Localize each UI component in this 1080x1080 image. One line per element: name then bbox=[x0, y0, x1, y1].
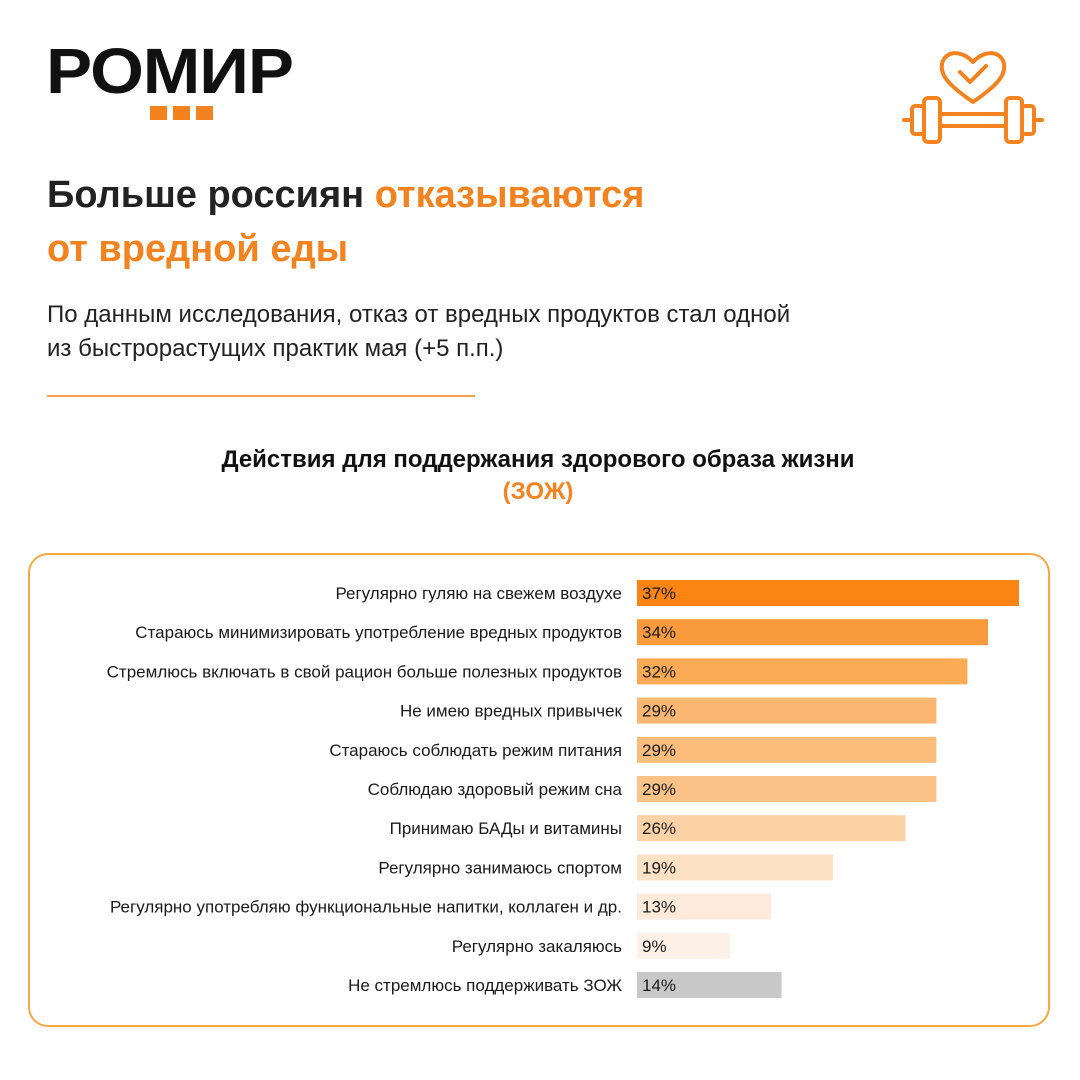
category-label-8: Регулярно занимаюсь спортом bbox=[378, 858, 622, 877]
chart-frame bbox=[28, 553, 1050, 1027]
subtitle: По данным исследования, отказ от вредных… bbox=[47, 298, 907, 366]
bar-7 bbox=[637, 815, 906, 842]
category-label-6: Соблюдаю здоровый режим сна bbox=[368, 780, 623, 799]
value-label-7: 26% bbox=[642, 819, 676, 838]
headline-accent-line2: от вредной еды bbox=[47, 228, 349, 270]
chart-title-accent: (ЗОЖ) bbox=[502, 478, 574, 505]
category-label-7: Принимаю БАДы и витамины bbox=[390, 819, 622, 838]
chart-title: Действия для поддержания здорового образ… bbox=[0, 444, 1076, 508]
bar-10 bbox=[637, 932, 730, 959]
value-label-8: 19% bbox=[642, 858, 676, 877]
bar-2 bbox=[637, 619, 989, 646]
category-label-11: Не стремлюсь поддерживать ЗОЖ bbox=[348, 976, 622, 995]
category-label-3: Стремлюсь включать в свой рацион больше … bbox=[107, 662, 622, 681]
headline-accent: отказываются bbox=[374, 174, 645, 216]
bar-6 bbox=[637, 776, 937, 802]
bar-5 bbox=[637, 736, 937, 763]
value-label-4: 29% bbox=[642, 702, 676, 721]
category-label-10: Регулярно закаляюсь bbox=[452, 937, 622, 956]
bar-3 bbox=[637, 658, 968, 685]
category-label-2: Стараюсь минимизировать употребление вре… bbox=[135, 623, 622, 642]
headline-part1: Больше россиян bbox=[47, 174, 375, 216]
chart-title-text: Действия для поддержания здорового образ… bbox=[221, 446, 855, 473]
category-label-4: Не имею вредных привычек bbox=[400, 702, 623, 721]
value-label-10: 9% bbox=[642, 937, 667, 956]
category-label-5: Стараюсь соблюдать режим питания bbox=[329, 741, 622, 760]
bar-4 bbox=[637, 697, 937, 724]
bar-1 bbox=[637, 580, 1019, 606]
value-label-2: 34% bbox=[642, 623, 676, 642]
value-label-5: 29% bbox=[642, 741, 676, 760]
value-label-9: 13% bbox=[642, 898, 676, 917]
logo-dots bbox=[150, 106, 213, 120]
bar-9 bbox=[637, 893, 772, 920]
value-label-1: 37% bbox=[642, 584, 676, 603]
subtitle-line2: из быстрорастущих практик мая (+5 п.п.) bbox=[47, 335, 504, 362]
value-label-6: 29% bbox=[642, 780, 676, 799]
value-label-11: 14% bbox=[642, 976, 676, 995]
headline: Больше россиян отказываются от вредной е… bbox=[47, 168, 847, 276]
bar-11 bbox=[637, 972, 782, 998]
heart-barbell-icon bbox=[902, 51, 1044, 144]
category-label-1: Регулярно гуляю на свежем воздухе bbox=[335, 584, 622, 603]
subtitle-line1: По данным исследования, отказ от вредных… bbox=[47, 301, 791, 328]
divider bbox=[47, 395, 475, 397]
category-label-9: Регулярно употребляю функциональные напи… bbox=[110, 898, 622, 917]
value-label-3: 32% bbox=[642, 662, 676, 681]
bar-8 bbox=[637, 854, 834, 881]
romir-logo: РОМИР bbox=[46, 35, 294, 107]
